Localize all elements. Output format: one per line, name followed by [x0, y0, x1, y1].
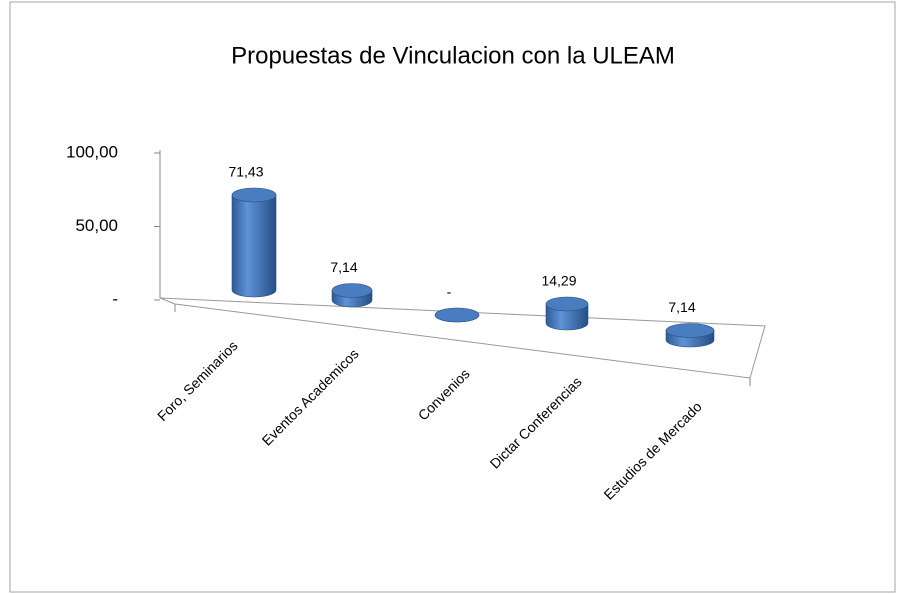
bar-top — [231, 187, 277, 203]
bar — [231, 194, 277, 298]
bar — [545, 303, 589, 331]
y-tick-label: 50,00 — [75, 216, 118, 235]
value-label: 7,14 — [668, 299, 695, 315]
y-tick-label: - — [112, 289, 118, 308]
frame — [9, 1, 896, 593]
bar-top — [434, 307, 480, 323]
value-label: - — [447, 284, 452, 300]
value-label: 71,43 — [228, 164, 263, 180]
bar-top — [331, 283, 373, 298]
value-label: 7,14 — [330, 259, 357, 275]
chart-title: Propuestas de Vinculacion con la ULEAM — [231, 42, 675, 69]
bar-top — [665, 323, 715, 338]
y-tick-label: 100,00 — [66, 142, 118, 161]
bar-top — [545, 296, 589, 312]
value-label: 14,29 — [541, 273, 576, 289]
